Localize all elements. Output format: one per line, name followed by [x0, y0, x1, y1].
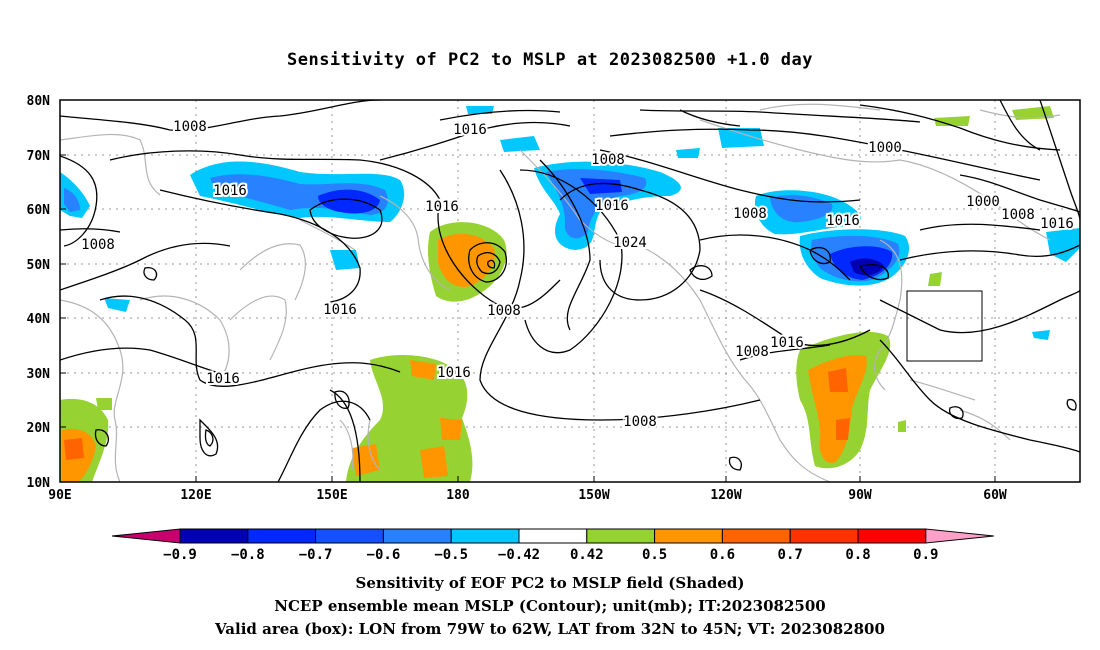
contour-label: 1016	[1040, 216, 1074, 232]
caption-line-3: Valid area (box): LON from 79W to 62W, L…	[215, 620, 885, 638]
contour-label: 1016	[437, 365, 471, 381]
colorbar-label: −0.42	[498, 547, 540, 563]
lon-label-90w: 90W	[848, 488, 872, 503]
contour-label: 1008	[173, 119, 207, 135]
contour-label: 1008	[487, 303, 521, 319]
contour-labels: 1008 101610161008101610081016102410081000…	[79, 117, 1076, 432]
colorbar-segment	[721, 528, 791, 544]
caption-line-2: NCEP ensemble mean MSLP (Contour); unit(…	[274, 597, 826, 615]
contour-label: 1008	[623, 414, 657, 430]
colorbar-label: −0.6	[367, 547, 401, 563]
valid-area-box	[906, 290, 983, 362]
lon-label-120w: 120W	[710, 488, 741, 503]
colorbar-label: −0.7	[299, 547, 333, 563]
contour-label: 1016	[425, 199, 459, 215]
lat-label-20n: 20N	[27, 421, 51, 436]
contour-label: 1016	[453, 122, 487, 138]
contour-label: 1000	[868, 140, 902, 156]
lon-label-150w: 150W	[578, 488, 609, 503]
colorbar-label: 0.5	[642, 547, 667, 563]
lon-label-90e: 90E	[48, 488, 71, 503]
colorbar-label: 0.6	[710, 547, 735, 563]
contour-label: 1008	[733, 206, 767, 222]
colorbar-label: −0.8	[231, 547, 265, 563]
lat-label-30n: 30N	[27, 367, 51, 382]
colorbar-label: −0.9	[163, 547, 197, 563]
contour-label: 1008	[591, 152, 625, 168]
lon-label-150e: 150E	[316, 488, 347, 503]
lat-label-50n: 50N	[27, 258, 51, 273]
mslp-contours	[60, 100, 1080, 482]
contour-label: 1016	[323, 302, 357, 318]
contour-label: 1016	[826, 213, 860, 229]
contour-label: 1016	[770, 335, 804, 351]
colorbar-segment	[382, 528, 452, 544]
colorbar-labels: −0.9 −0.8 −0.7 −0.6 −0.5 −0.42 0.42 0.5 0.6 0.7 0.…	[163, 547, 938, 563]
colorbar	[111, 528, 994, 544]
colorbar-segment	[857, 528, 927, 544]
colorbar-segment	[450, 528, 520, 544]
lat-label-80n: 80N	[27, 94, 51, 109]
colorbar-segment	[789, 528, 859, 544]
chart-title: Sensitivity of PC2 to MSLP at 2023082500…	[286, 50, 813, 70]
colorbar-segment	[654, 528, 723, 544]
coastlines	[60, 103, 1061, 482]
positive-sensitivity-shading	[60, 106, 1054, 482]
contour-label: 1008	[735, 344, 769, 360]
colorbar-label: 0.8	[845, 547, 870, 563]
contour-label: 1016	[206, 371, 240, 387]
lon-label-120e: 120E	[180, 488, 211, 503]
lat-label-70n: 70N	[27, 149, 51, 164]
lon-label-180: 180	[446, 488, 470, 503]
contour-label: 1016	[213, 183, 247, 199]
lon-label-60w: 60W	[983, 488, 1007, 503]
colorbar-segment	[586, 528, 656, 544]
contour-label: 1008	[1001, 207, 1035, 223]
axis-ticks	[60, 99, 996, 482]
map-frame	[59, 99, 1081, 483]
colorbar-label: 0.7	[778, 547, 803, 563]
lat-label-10n: 10N	[27, 476, 51, 491]
colorbar-left-tip	[111, 528, 181, 544]
lat-label-60n: 60N	[27, 203, 51, 218]
contour-label: 1008	[81, 237, 115, 253]
contour-label: 1024	[613, 235, 647, 251]
colorbar-segment	[315, 528, 384, 544]
contour-label: 1000	[966, 194, 1000, 210]
colorbar-segment	[247, 528, 317, 544]
contour-label: 1016	[595, 198, 629, 214]
colorbar-label: 0.9	[913, 547, 938, 563]
lat-label-40n: 40N	[27, 312, 51, 327]
colorbar-segment	[179, 528, 249, 544]
colorbar-label: 0.42	[570, 547, 604, 563]
colorbar-label: −0.5	[434, 547, 468, 563]
colorbar-segment	[518, 528, 588, 544]
colorbar-right-tip	[925, 528, 994, 544]
caption-line-1: Sensitivity of EOF PC2 to MSLP field (Sh…	[355, 574, 745, 592]
